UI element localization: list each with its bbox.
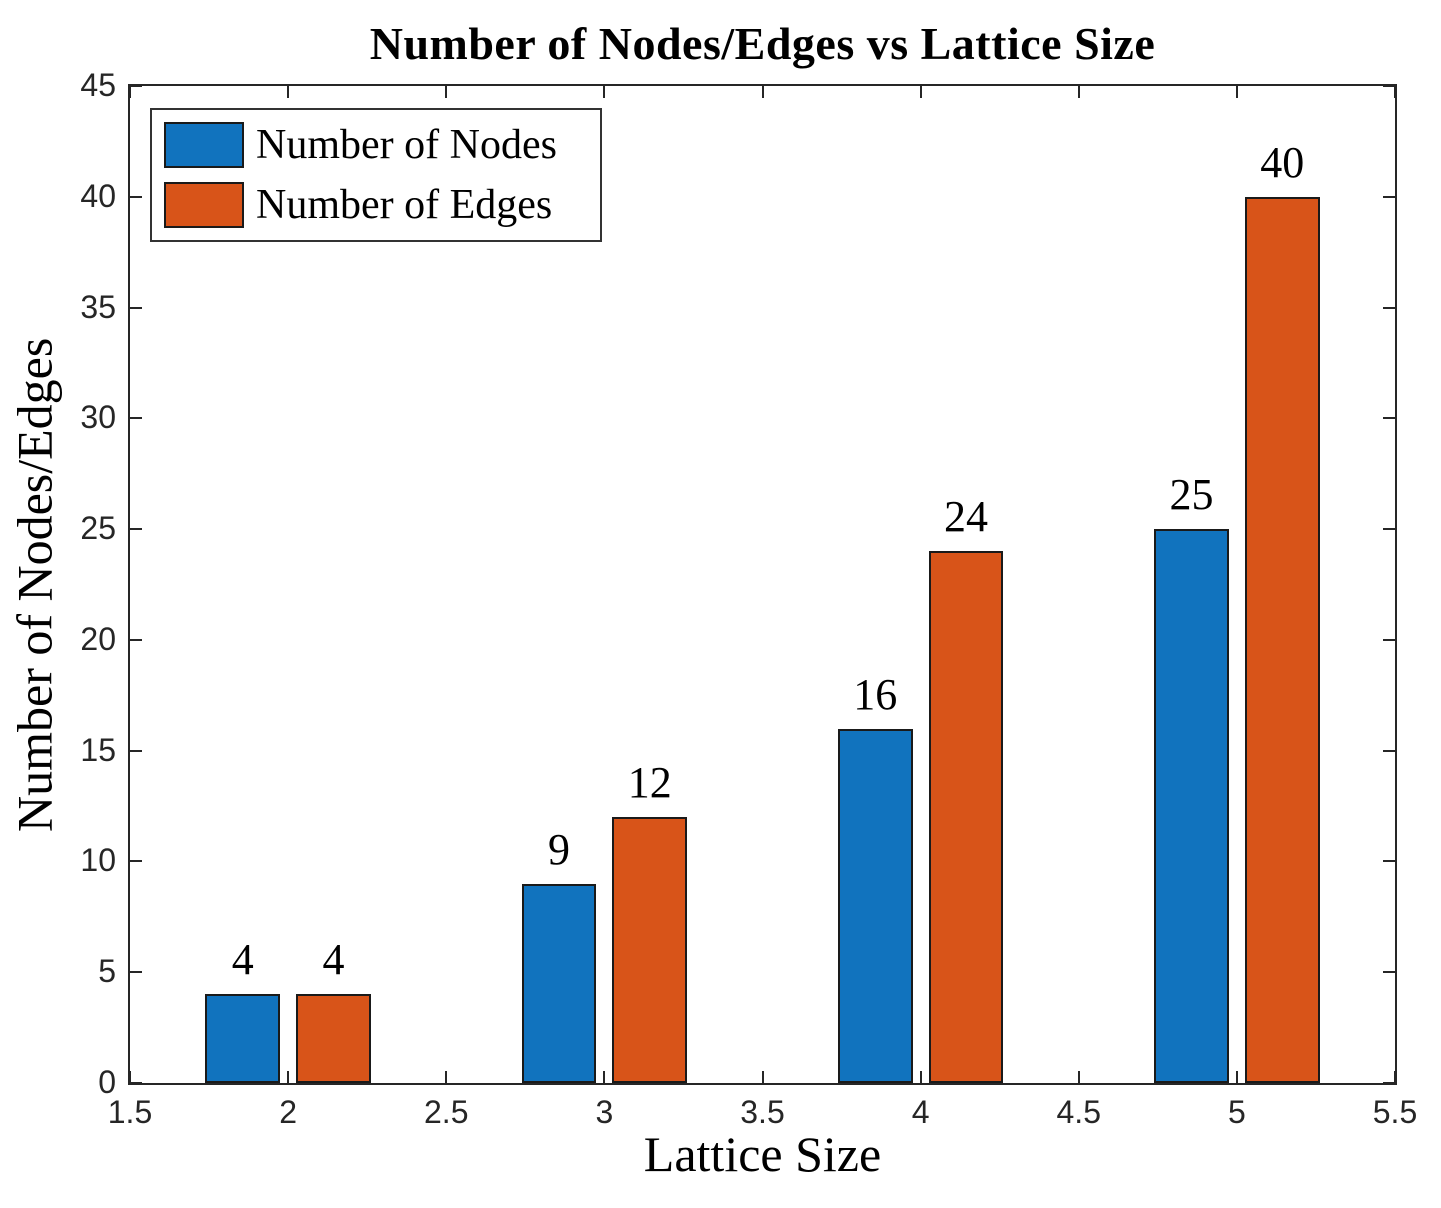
x-axis-label: Lattice Size — [643, 1126, 882, 1182]
x-tick-mark-bottom — [603, 1071, 606, 1083]
bar-value-label-edges-x4: 24 — [944, 492, 988, 542]
y-tick-mark-right — [1383, 860, 1395, 863]
bar-value-label-edges-x5: 40 — [1260, 137, 1305, 187]
x-tick-label: 3.5 — [740, 1094, 785, 1130]
x-tick-label: 4.5 — [1056, 1094, 1101, 1130]
y-tick-label: 45 — [80, 67, 116, 103]
legend: Number of Nodes Number of Edges — [150, 108, 602, 242]
x-tick-label: 5.5 — [1372, 1094, 1418, 1130]
x-tick-label: 5 — [1227, 1094, 1246, 1130]
x-tick-mark-top — [919, 86, 922, 98]
y-tick-mark-right — [1383, 749, 1395, 752]
x-tick-mark-top — [129, 86, 131, 98]
bar-value-label-nodes-x4: 16 — [853, 669, 898, 719]
x-tick-mark-top — [1394, 86, 1396, 98]
y-tick-mark-right — [1383, 1082, 1395, 1084]
bar-edges-x5 — [1244, 196, 1320, 1083]
y-tick-label: 25 — [80, 510, 116, 547]
x-tick-label: 1.5 — [107, 1094, 153, 1130]
x-tick-mark-bottom — [129, 1071, 131, 1083]
legend-item-nodes: Number of Nodes — [164, 122, 600, 168]
y-tick-label: 5 — [98, 953, 116, 990]
bar-value-label-nodes-x2: 4 — [231, 935, 254, 985]
legend-swatch-edges-icon — [164, 182, 244, 228]
y-axis-label: Number of Nodes/Edges — [6, 337, 63, 832]
bar-value-label-edges-x3: 12 — [627, 758, 672, 808]
chart-title: Number of Nodes/Edges vs Lattice Size — [369, 18, 1156, 69]
y-tick-mark-right — [1383, 306, 1395, 309]
x-tick-mark-bottom — [919, 1071, 922, 1083]
y-tick-label: 35 — [80, 288, 116, 325]
x-tick-mark-top — [603, 86, 606, 98]
y-tick-label: 30 — [80, 399, 116, 436]
y-tick-mark-left — [130, 971, 142, 974]
x-tick-label: 3 — [595, 1094, 614, 1130]
bar-edges-x4 — [928, 551, 1004, 1083]
x-tick-label: 2.5 — [424, 1094, 469, 1130]
x-tick-label: 2 — [279, 1094, 298, 1130]
plot-area: Number of Nodes Number of Edges 1.5 2 2.5 3… — [80, 67, 1417, 1129]
legend-label-edges: Number of Edges — [256, 182, 553, 228]
legend-swatch-nodes-icon — [164, 122, 244, 168]
y-tick-mark-right — [1383, 971, 1395, 974]
y-tick-mark-left — [130, 749, 142, 752]
x-tick-mark-top — [1235, 86, 1238, 98]
y-tick-mark-left — [130, 195, 142, 198]
bar-nodes-x5 — [1154, 529, 1229, 1083]
x-tick-mark-top — [1077, 86, 1080, 98]
y-tick-label: 20 — [80, 620, 116, 657]
y-tick-mark-left — [130, 528, 142, 531]
x-tick-mark-bottom — [1077, 1071, 1080, 1083]
bar-nodes-x2 — [205, 994, 281, 1083]
y-tick-mark-left — [130, 1082, 142, 1084]
x-tick-mark-bottom — [761, 1071, 764, 1083]
bar-value-label-nodes-x3: 9 — [547, 824, 570, 874]
bar-value-label-nodes-x5: 25 — [1169, 470, 1214, 520]
y-tick-label: 15 — [80, 731, 116, 768]
y-tick-label: 0 — [98, 1064, 116, 1100]
x-tick-mark-top — [287, 86, 290, 98]
y-tick-label: 10 — [80, 842, 116, 879]
legend-item-edges: Number of Edges — [164, 182, 600, 228]
bar-edges-x3 — [612, 817, 688, 1083]
y-tick-label: 40 — [80, 177, 116, 214]
x-tick-mark-top — [445, 86, 448, 98]
x-tick-label: 4 — [911, 1094, 930, 1130]
y-tick-mark-right — [1383, 417, 1395, 420]
x-tick-mark-bottom — [287, 1071, 290, 1083]
y-tick-mark-left — [130, 417, 142, 420]
y-tick-mark-left — [130, 638, 142, 641]
bar-nodes-x4 — [837, 728, 913, 1083]
x-tick-mark-bottom — [1235, 1071, 1238, 1083]
y-tick-mark-right — [1383, 195, 1395, 198]
x-tick-mark-top — [761, 86, 764, 98]
legend-label-nodes: Number of Nodes — [256, 122, 557, 168]
y-tick-mark-right — [1383, 638, 1395, 641]
y-tick-mark-left — [130, 306, 142, 309]
bar-nodes-x3 — [521, 883, 597, 1083]
y-tick-mark-right — [1383, 528, 1395, 531]
y-tick-mark-left — [130, 860, 142, 863]
y-tick-mark-left — [130, 85, 142, 87]
bar-edges-x2 — [296, 994, 371, 1083]
bar-value-label-edges-x2: 4 — [322, 935, 345, 985]
x-tick-mark-bottom — [1394, 1071, 1396, 1083]
x-tick-mark-bottom — [445, 1071, 448, 1083]
y-tick-mark-right — [1383, 85, 1395, 87]
